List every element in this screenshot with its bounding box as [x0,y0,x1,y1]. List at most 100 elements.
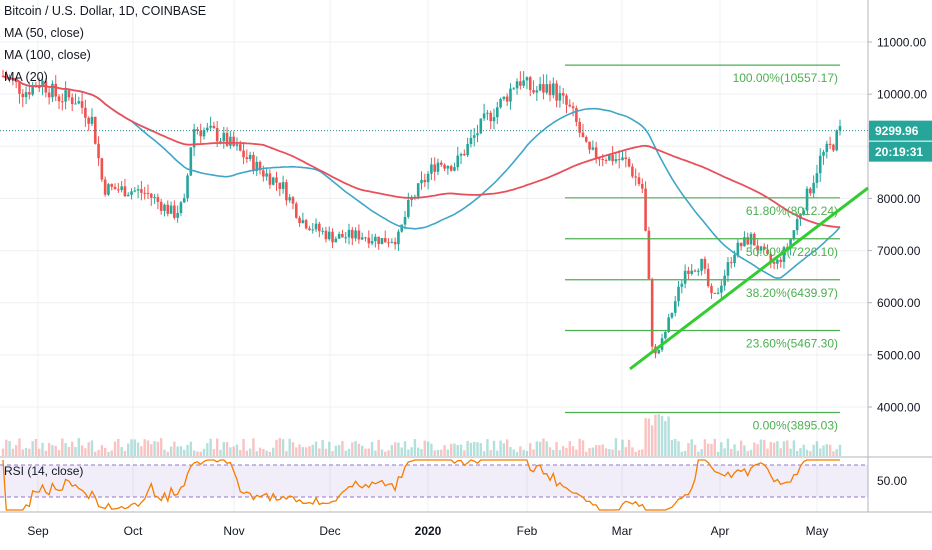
volume-bar [585,451,588,456]
volume-bar [591,447,595,456]
candle-body [644,188,647,231]
candle-body [650,278,654,347]
volume-bar [173,441,176,456]
candle-body [90,116,94,124]
x-tick-label: Apr [711,524,730,538]
candle-body [248,154,252,159]
volume-bar [397,442,400,456]
candle-body [235,144,239,146]
volume-bar [822,445,825,456]
candle-body [416,183,420,197]
volume-bar [756,444,759,456]
candle-body [598,158,601,160]
volume-bar [621,439,624,456]
candle-body [472,135,476,138]
candle-body [173,205,176,218]
candle-body [318,223,321,232]
rsi-legend[interactable]: RSI (14, close) [4,464,84,478]
candle-body [97,143,100,159]
candle-body [525,77,529,81]
candle-body [397,231,400,245]
candle-body [232,136,235,146]
candle-body [677,286,680,302]
candle-body [133,190,137,192]
volume-bar [80,445,84,456]
candle-body [640,184,644,189]
candle-body [166,204,170,214]
volume-bar [479,443,483,456]
candle-body [802,210,806,215]
candle-body [8,78,11,80]
candle-body [756,245,759,251]
candle-body [28,92,31,95]
volume-bar [123,451,127,456]
volume-bar [499,440,502,456]
candle-body [390,241,394,243]
candle-body [769,253,773,263]
candle-body [766,249,769,254]
volume-bar [548,447,552,456]
volume-bar [314,441,318,456]
volume-bar [1,448,5,456]
candle-body [535,90,539,93]
candle-body [449,166,453,171]
volume-bar [697,451,700,456]
candle-body [110,184,114,187]
candle-body [578,121,581,133]
volume-bar [812,444,815,456]
candle-body [552,83,555,96]
candle-body [647,230,651,279]
candle-body [407,200,410,217]
volume-bar [28,448,31,456]
candle-body [545,84,549,93]
ma50-legend[interactable]: MA (50, close) [4,26,84,40]
volume-bar [367,448,370,456]
volume-bar [370,441,374,456]
volume-bar [664,421,667,456]
candle-body [159,201,163,211]
candle-body [439,162,443,165]
candle-body [387,242,390,244]
volume-bar [347,448,351,456]
volume-bar [529,443,532,456]
candle-body [700,258,703,271]
volume-bar [242,439,245,456]
volume-bar [47,442,51,456]
volume-bar [496,450,499,456]
candle-body [265,173,268,177]
volume-bar [835,449,838,456]
ma100-legend[interactable]: MA (100, close) [4,48,91,62]
candle-body [426,173,430,183]
volume-bar [354,440,357,456]
volume-bar [67,446,71,456]
volume-bar [159,438,163,456]
volume-bar [743,445,746,456]
volume-bar [413,439,417,456]
volume-bar [357,443,361,456]
volume-bar [660,415,664,456]
volume-bar [601,444,604,456]
volume-bar [311,444,314,456]
candle-body [828,143,832,145]
ma20-legend[interactable]: MA (20) [4,70,48,84]
volume-bar [288,438,291,456]
volume-bar [594,445,598,456]
candle-body [18,82,21,94]
volume-bar [505,439,509,456]
volume-bar [87,442,90,456]
candle-body [107,184,110,195]
volume-bar [670,439,674,456]
y-tick-label: 5000.00 [877,348,921,362]
volume-bar [786,440,789,456]
candle-body [680,283,684,287]
volume-bar [578,438,581,456]
candle-body [93,116,97,144]
candle-body [759,246,763,251]
candle-body [311,229,315,231]
candle-body [423,179,427,183]
countdown-box [869,141,932,162]
volume-bar [334,445,338,456]
candle-body [337,234,341,239]
volume-bar [535,441,539,456]
